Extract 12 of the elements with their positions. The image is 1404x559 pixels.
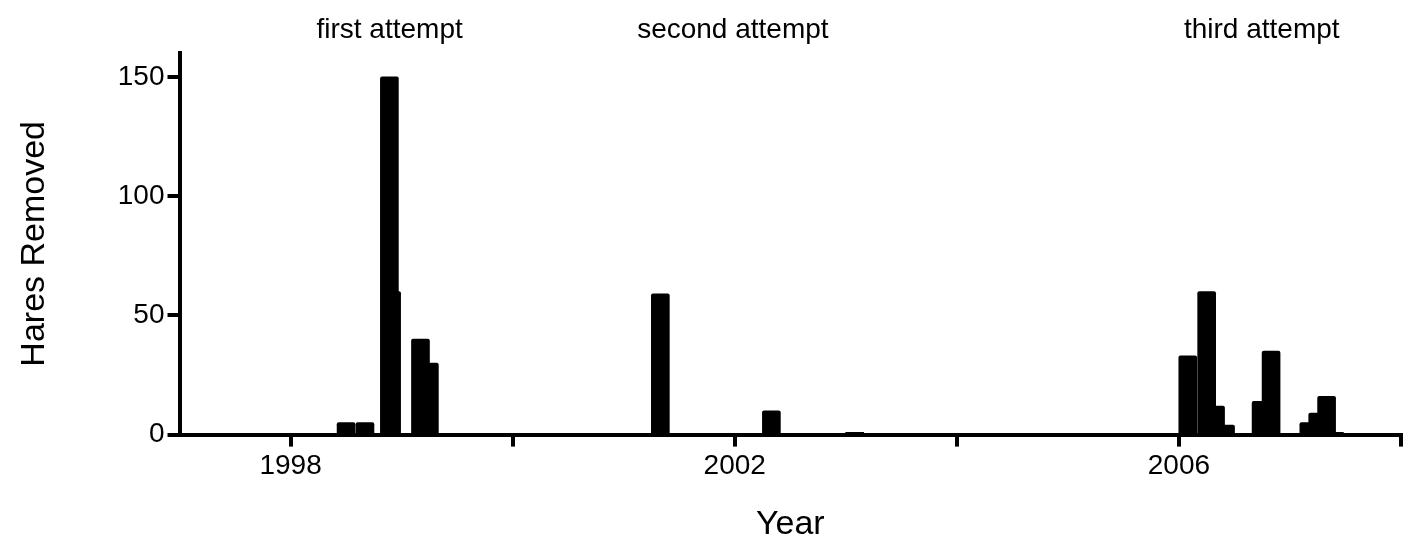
x-tick-label: 2002 — [703, 449, 766, 481]
x-tick-label: 1998 — [259, 449, 322, 481]
x-tick-label: 2006 — [1147, 449, 1211, 481]
text: second attempt — [637, 12, 829, 44]
y-axis-title: Hares Removed — [12, 120, 51, 367]
y-tick-label: 50 — [133, 298, 165, 330]
x-axis-title: Year — [755, 502, 825, 541]
text: first attempt — [316, 12, 463, 44]
y-tick-label: 150 — [117, 59, 165, 91]
y-tick-label: 100 — [117, 178, 165, 210]
y-tick-label: 0 — [148, 417, 165, 449]
text: third attempt — [1183, 12, 1340, 44]
